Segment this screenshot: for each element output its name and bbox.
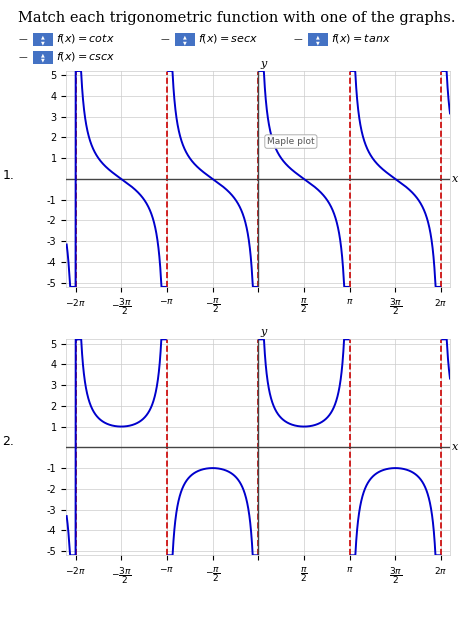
Text: $f(x) = cot x$: $f(x) = cot x$ bbox=[56, 32, 115, 46]
Text: $f(x) = csc x$: $f(x) = csc x$ bbox=[56, 50, 116, 64]
Text: ––: –– bbox=[18, 34, 28, 44]
Text: x: x bbox=[452, 442, 458, 452]
Text: ––: –– bbox=[161, 34, 171, 44]
Text: ▲: ▲ bbox=[316, 34, 320, 39]
Text: ▼: ▼ bbox=[183, 40, 187, 45]
Text: $f(x) = tan x$: $f(x) = tan x$ bbox=[331, 32, 391, 46]
Text: ▲: ▲ bbox=[183, 34, 187, 39]
Text: ▼: ▼ bbox=[316, 40, 320, 45]
Text: ▲: ▲ bbox=[41, 34, 45, 39]
Text: ▼: ▼ bbox=[41, 40, 45, 45]
Text: x: x bbox=[452, 174, 458, 184]
Text: ▲: ▲ bbox=[41, 52, 45, 57]
Text: y: y bbox=[261, 59, 267, 69]
Text: ––: –– bbox=[293, 34, 303, 44]
Text: y: y bbox=[261, 327, 267, 337]
Text: $f(x) = sec x$: $f(x) = sec x$ bbox=[198, 32, 258, 46]
Text: 2.: 2. bbox=[2, 434, 14, 448]
Text: 1.: 1. bbox=[2, 169, 14, 183]
Text: ––: –– bbox=[18, 52, 28, 62]
Text: ▼: ▼ bbox=[41, 58, 45, 63]
Text: Match each trigonometric function with one of the graphs.: Match each trigonometric function with o… bbox=[18, 11, 456, 25]
Text: Maple plot: Maple plot bbox=[267, 137, 315, 146]
